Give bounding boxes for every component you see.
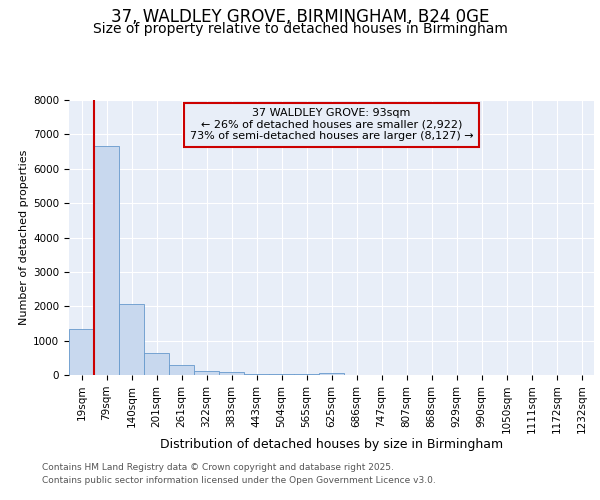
Text: 37 WALDLEY GROVE: 93sqm
← 26% of detached houses are smaller (2,922)
73% of semi: 37 WALDLEY GROVE: 93sqm ← 26% of detache… xyxy=(190,108,473,142)
Bar xyxy=(294,374,319,375)
Text: Contains public sector information licensed under the Open Government Licence v3: Contains public sector information licen… xyxy=(42,476,436,485)
Bar xyxy=(194,370,219,375)
Bar xyxy=(119,304,144,375)
Y-axis label: Number of detached properties: Number of detached properties xyxy=(19,150,29,325)
Text: Size of property relative to detached houses in Birmingham: Size of property relative to detached ho… xyxy=(92,22,508,36)
Bar xyxy=(69,328,94,375)
Bar xyxy=(269,374,294,375)
Bar xyxy=(144,353,169,375)
Text: 37, WALDLEY GROVE, BIRMINGHAM, B24 0GE: 37, WALDLEY GROVE, BIRMINGHAM, B24 0GE xyxy=(111,8,489,26)
Bar xyxy=(244,374,269,375)
Bar xyxy=(94,146,119,375)
Bar xyxy=(219,372,244,375)
Bar xyxy=(169,365,194,375)
Text: Contains HM Land Registry data © Crown copyright and database right 2025.: Contains HM Land Registry data © Crown c… xyxy=(42,464,394,472)
Bar xyxy=(319,373,344,375)
X-axis label: Distribution of detached houses by size in Birmingham: Distribution of detached houses by size … xyxy=(160,438,503,450)
